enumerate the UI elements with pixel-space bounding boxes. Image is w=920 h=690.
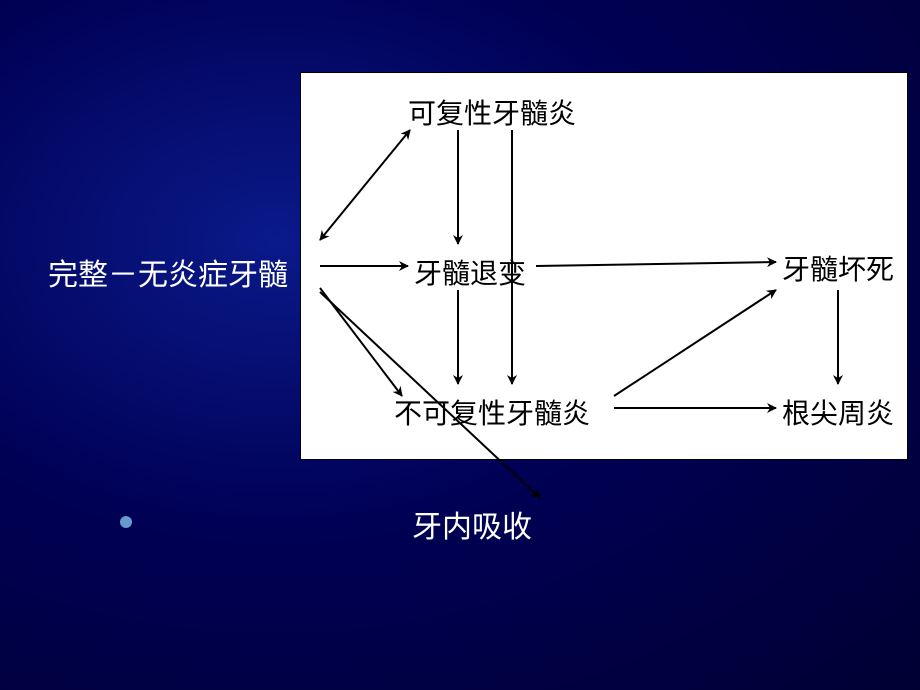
node-necrosis: 牙髓坏死 [782,248,894,288]
node-irreversible: 不可复性牙髓炎 [394,392,590,432]
node-apical: 根尖周炎 [782,392,894,432]
node-degen: 牙髓退变 [414,252,526,292]
bullet-icon [120,516,132,528]
node-reversible: 可复性牙髓炎 [408,92,576,132]
node-resorption: 牙内吸收 [412,502,532,546]
node-intact: 完整－无炎症牙髓 [48,250,288,294]
